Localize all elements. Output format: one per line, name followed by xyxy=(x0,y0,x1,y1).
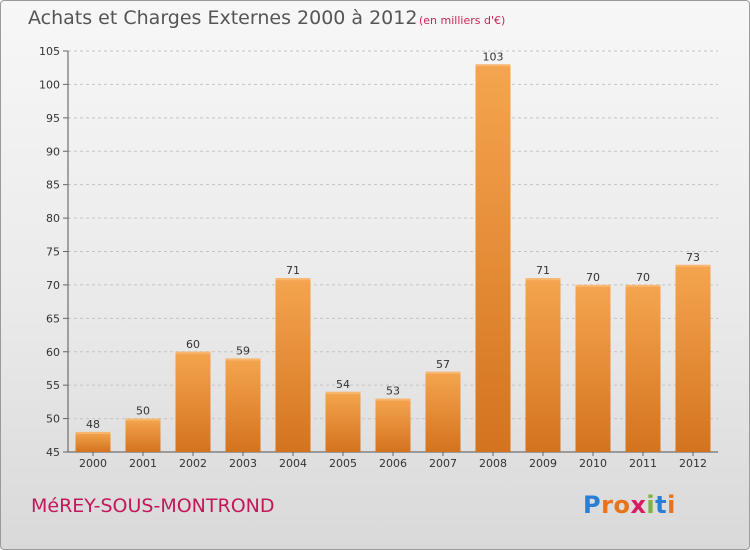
data-labels: 48 50 60 59 71 54 53 57 103 71 70 70 73 xyxy=(86,50,700,431)
x-tick-label: 2007 xyxy=(429,457,457,470)
bar-highlight xyxy=(475,64,511,67)
bar xyxy=(675,264,711,452)
x-tick-label: 2002 xyxy=(179,457,207,470)
bar-highlight xyxy=(325,391,361,394)
y-tick-label: 90 xyxy=(46,145,60,158)
x-tick-label: 2012 xyxy=(679,457,707,470)
x-tick-label: 2008 xyxy=(479,457,507,470)
bar xyxy=(225,358,261,452)
bar-value-label: 59 xyxy=(236,344,250,357)
bar-value-label: 50 xyxy=(136,405,150,418)
y-tick-label: 65 xyxy=(46,312,60,325)
bar-value-label: 70 xyxy=(636,271,650,284)
chart-title: Achats et Charges Externes 2000 à 2012 xyxy=(28,7,418,29)
y-tick-label: 80 xyxy=(46,212,60,225)
x-tick-label: 2001 xyxy=(129,457,157,470)
y-tick-label: 75 xyxy=(46,246,60,259)
y-tick-label: 105 xyxy=(39,45,60,58)
bar xyxy=(325,391,361,452)
y-tick-label: 50 xyxy=(46,413,60,426)
y-tick-label: 95 xyxy=(46,112,60,125)
x-tick-label: 2000 xyxy=(79,457,107,470)
y-tick-label: 70 xyxy=(46,279,60,292)
bar xyxy=(425,371,461,452)
x-tick-label: 2004 xyxy=(279,457,307,470)
bar-value-label: 53 xyxy=(386,385,400,398)
logo-letter: r xyxy=(601,491,614,519)
x-tick-label: 2003 xyxy=(229,457,257,470)
commune-name: MéREY-SOUS-MONTROND xyxy=(31,495,275,517)
bar-value-label: 71 xyxy=(286,264,300,277)
logo-letter: i xyxy=(667,491,676,519)
logo-letter: o xyxy=(613,491,631,519)
bar-highlight xyxy=(175,351,211,354)
y-tick-labels: 45 50 55 60 65 70 75 80 85 90 95 100 105 xyxy=(39,45,68,459)
logo-letter: t xyxy=(655,491,668,519)
bars xyxy=(75,64,711,452)
bar-highlight xyxy=(625,284,661,287)
y-tick-label: 55 xyxy=(46,379,60,392)
bar xyxy=(575,284,611,452)
y-tick-label: 100 xyxy=(39,78,60,91)
bar-highlight xyxy=(575,284,611,287)
bar-highlight xyxy=(425,371,461,374)
bar xyxy=(75,431,111,452)
bar-value-label: 73 xyxy=(686,251,700,264)
x-tick-label: 2006 xyxy=(379,457,407,470)
y-tick-label: 85 xyxy=(46,179,60,192)
bar-highlight xyxy=(525,278,561,281)
bar-value-label: 70 xyxy=(586,271,600,284)
bar-highlight xyxy=(225,358,261,361)
bar-highlight xyxy=(375,398,411,401)
bar xyxy=(525,278,561,452)
x-tick-labels: 2000 2001 2002 2003 2004 2005 2006 2007 2008 2009… xyxy=(79,452,707,470)
bar xyxy=(375,398,411,452)
bar-highlight xyxy=(75,431,111,434)
bar xyxy=(475,64,511,452)
proxiti-logo: Proxiti xyxy=(583,491,676,519)
y-tick-label: 60 xyxy=(46,346,60,359)
bar-value-label: 54 xyxy=(336,378,350,391)
x-tick-label: 2009 xyxy=(529,457,557,470)
x-tick-label: 2010 xyxy=(579,457,607,470)
bar-value-label: 48 xyxy=(86,418,100,431)
y-tick-label: 45 xyxy=(46,446,60,459)
bar-highlight xyxy=(125,418,161,421)
bar xyxy=(125,418,161,452)
x-tick-label: 2005 xyxy=(329,457,357,470)
bar-value-label: 103 xyxy=(483,50,504,63)
logo-letter: i xyxy=(646,491,656,519)
chart-subtitle: (en milliers d'€) xyxy=(419,14,506,27)
bar xyxy=(275,278,311,452)
bar xyxy=(175,351,211,452)
x-tick-label: 2011 xyxy=(629,457,657,470)
bar xyxy=(625,284,661,452)
logo-letter: x xyxy=(630,491,647,519)
bar-value-label: 60 xyxy=(186,338,200,351)
bar-highlight xyxy=(675,264,711,267)
bar-value-label: 57 xyxy=(436,358,450,371)
bar-highlight xyxy=(275,278,311,281)
logo-letter: P xyxy=(583,491,602,519)
bar-value-label: 71 xyxy=(536,264,550,277)
